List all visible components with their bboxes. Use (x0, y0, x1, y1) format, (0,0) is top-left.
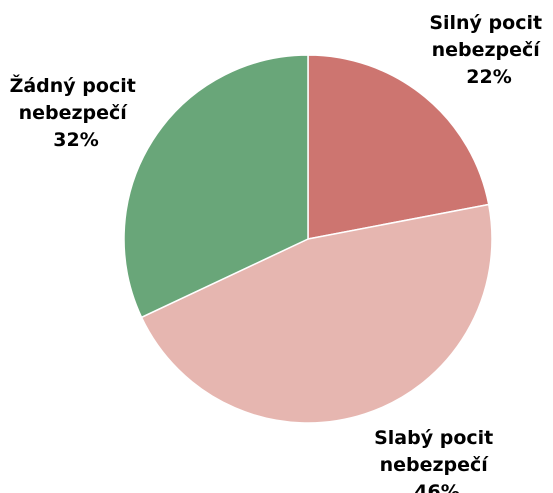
label-zadny-line-2: nebezpečí (19, 102, 129, 124)
label-silny-line-1: Silný pocit (429, 12, 542, 34)
label-slaby-percent: 46% (414, 481, 459, 493)
label-zadny-line-1: Žádný pocit (10, 74, 136, 97)
label-slaby-line-2: nebezpečí (380, 454, 490, 476)
pie-slices (123, 54, 493, 424)
label-zadny: Žádný pocit nebezpečí 32% (10, 74, 143, 151)
pie-slice-silny (307, 54, 490, 240)
label-slaby-line-1: Slabý pocit (374, 427, 493, 449)
pie-slice-zadny (123, 54, 309, 319)
label-zadny-percent: 32% (53, 129, 98, 151)
label-silny: Silný pocit nebezpečí 22% (429, 12, 548, 88)
label-silny-line-2: nebezpečí (432, 39, 542, 61)
pie-slice-slaby (140, 203, 493, 424)
label-slaby: Slabý pocit nebezpečí 46% (374, 427, 500, 493)
label-silny-percent: 22% (466, 66, 511, 88)
